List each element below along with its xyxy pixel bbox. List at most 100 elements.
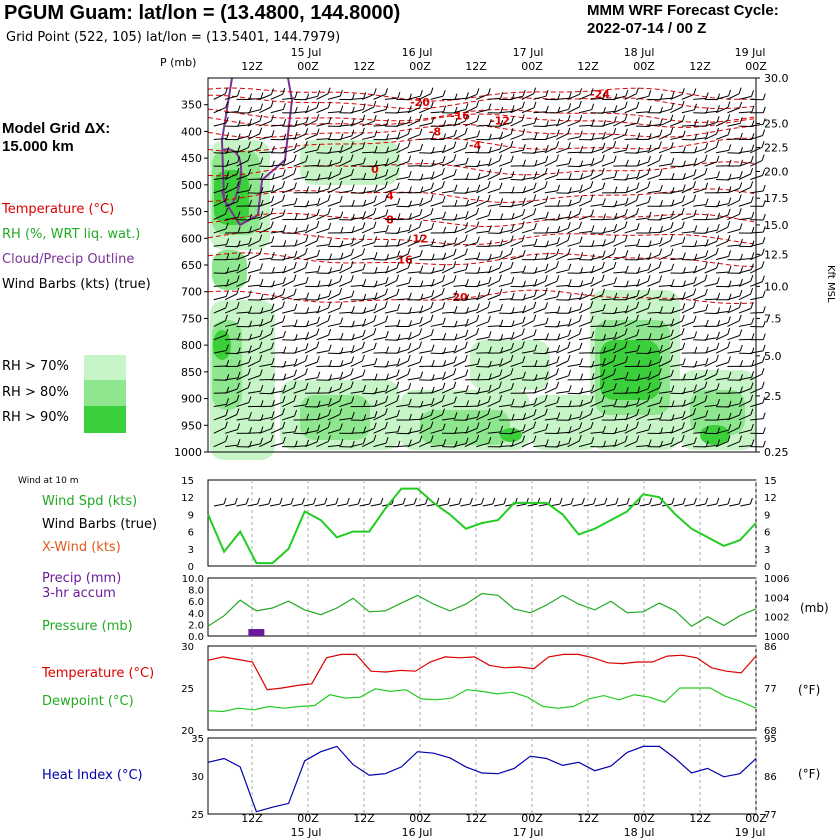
wind-barb (304, 128, 320, 140)
wind-barb (658, 114, 674, 127)
wind-barb-feather (306, 213, 310, 220)
wind-barb-shaft (362, 416, 376, 421)
wind-barb (750, 290, 766, 301)
wind-barb (750, 320, 766, 328)
wind-barb-feather (603, 440, 606, 448)
wind-barb (282, 239, 298, 247)
wind-barb-feather (544, 408, 548, 415)
wind-barb-feather (453, 275, 457, 282)
wind-barb-feather (613, 354, 617, 362)
wind-barb (556, 173, 572, 181)
wind-barb (282, 288, 297, 301)
surface-barb-feather (604, 497, 608, 505)
wind-barb (647, 275, 663, 287)
wind-barb-shaft (601, 348, 615, 354)
wind-barb (636, 371, 652, 381)
wind-barb-feather (420, 265, 424, 272)
wind-barb-feather (373, 422, 377, 429)
wind-barb-shaft (247, 240, 260, 247)
wind-barb (670, 207, 685, 221)
wind-barb (727, 132, 743, 140)
wind-barb (464, 399, 481, 408)
wind-barb-feather (704, 395, 708, 402)
wind-barb (487, 213, 504, 221)
wind-barb-shaft (658, 347, 671, 354)
wind-barb (750, 237, 766, 247)
wind-barb (556, 426, 572, 434)
wind-barb-shaft (304, 361, 318, 367)
wind-barb (601, 212, 618, 221)
wind-barb-feather (487, 181, 491, 188)
wind-barb-shaft (293, 337, 307, 341)
temperature-contour (207, 289, 755, 304)
rh70-region (470, 340, 550, 390)
pressure-tick-label: 950 (181, 419, 202, 432)
wind-barb-feather (510, 247, 514, 255)
temperature-contour (207, 87, 755, 102)
time-tick-bottom: 00Z (409, 812, 431, 825)
wind-barb-shaft (282, 188, 295, 194)
wind-barb-feather (488, 331, 492, 338)
wind-barb-shaft (247, 163, 261, 167)
wind-barb-shaft (670, 297, 684, 301)
wind-barb-shaft (556, 390, 570, 394)
wind-barb-shaft (270, 271, 284, 274)
wind-barb (247, 234, 263, 247)
wind-barb-feather (294, 143, 298, 150)
wind-barb (304, 249, 320, 261)
wind-barb (327, 275, 343, 287)
surface-barb (482, 503, 493, 507)
wind-barb-shaft (373, 282, 387, 287)
wind-barb-shaft (681, 94, 694, 100)
wind-barb-feather (259, 354, 263, 362)
wind-barb (236, 427, 252, 434)
wind-barb-shaft (498, 241, 512, 247)
wind-barb (464, 267, 481, 274)
wind-barb-feather (420, 143, 423, 151)
wind-barb (636, 211, 652, 221)
wind-barb-shaft (304, 240, 318, 247)
wind-barb-feather (237, 156, 241, 163)
wind-barb-feather (647, 382, 651, 389)
wind-barb-feather (590, 395, 594, 403)
wind-barb (647, 237, 663, 247)
wind-barb (601, 261, 617, 274)
wind-barb-shaft (476, 336, 490, 341)
wind-barb-feather (738, 421, 742, 428)
surface-barb (695, 503, 706, 507)
wind-barb (670, 236, 686, 247)
wind-barb (499, 292, 515, 301)
wind-barb (247, 172, 264, 181)
wind-barb (373, 225, 389, 234)
wind-barb-shaft (350, 443, 364, 448)
wind-barb-shaft (441, 361, 455, 367)
wind-barb-shaft (613, 418, 627, 421)
wind-barb-shaft (624, 441, 637, 448)
wind-barb-shaft (681, 294, 694, 301)
wind-barb (476, 408, 491, 421)
wind-barb-shaft (693, 267, 706, 274)
wind-barb-shaft (624, 320, 637, 327)
wind-barb-feather (499, 369, 503, 376)
legend-precip-accum: 3-hr accum (42, 586, 116, 601)
wind-barb-feather (751, 105, 755, 113)
rh70-region (300, 140, 400, 185)
wind-barb-feather (442, 382, 446, 389)
wind-barb-shaft (681, 231, 695, 234)
wind-barb (282, 106, 298, 114)
wind-barb-feather (522, 197, 526, 205)
wind-barb-feather (670, 341, 674, 348)
wind-barb-feather (648, 263, 652, 270)
wind-barb-feather (397, 250, 401, 257)
wind-barb-feather (431, 238, 435, 245)
wind-barb (362, 292, 378, 301)
wind-barb-feather (693, 194, 697, 201)
wind-barb-shaft (270, 352, 284, 354)
wind-barb-feather (568, 279, 572, 286)
wind-barb-feather (567, 234, 571, 241)
wind-barb-feather (385, 88, 388, 95)
wind-barb (521, 101, 537, 114)
wind-barb (613, 412, 629, 421)
wind-barb (487, 142, 503, 154)
wind-barb-shaft (430, 444, 444, 448)
